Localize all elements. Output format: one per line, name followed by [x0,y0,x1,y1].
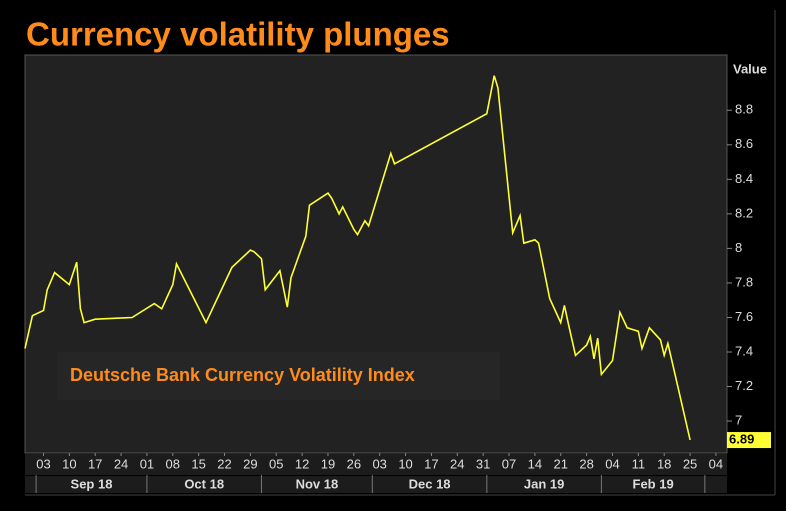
legend-box [57,352,500,400]
y-tick-label: 8 [735,240,742,255]
month-label: Feb 19 [633,476,674,491]
month-label: Nov 18 [296,476,339,491]
day-band [25,454,727,475]
x-tick-label: 10 [62,456,76,471]
x-tick-label: 19 [321,456,335,471]
y-tick-label: 8.6 [735,136,753,151]
series-line [24,75,691,441]
legend-entry: Deutsche Bank Currency Volatility Index [70,365,415,385]
x-tick-label: 18 [657,456,671,471]
month-label: Jan 19 [524,476,564,491]
last-value-box [727,432,771,449]
x-tick-label: 26 [347,456,361,471]
month-label: Dec 18 [409,476,451,491]
x-tick-label: 11 [632,456,646,471]
x-tick-label: 24 [114,456,128,471]
x-tick-label: 10 [398,456,412,471]
x-tick-label: 01 [140,456,154,471]
chart-title: Currency volatility plunges [26,16,450,53]
x-tick-label: 04 [605,456,619,471]
y-tick-label: 7.8 [735,274,753,289]
x-tick-label: 28 [579,456,593,471]
x-tick-label: 15 [191,456,205,471]
x-tick-label: 25 [683,456,697,471]
y-tick-label: 8.4 [735,171,753,186]
month-label: Sep 18 [71,476,113,491]
x-tick-label: 31 [476,456,490,471]
y-tick-label: 7.2 [735,378,753,393]
y-tick-label: 8.2 [735,205,753,220]
y-tick-label: 7.6 [735,309,753,324]
y-tick-label: 7.4 [735,343,753,358]
x-tick-label: 17 [424,456,438,471]
y-axis-label: Value [733,61,767,76]
x-tick-label: 07 [502,456,516,471]
y-tick-label: 7 [735,412,742,427]
x-tick-label: 03 [36,456,50,471]
x-tick-label: 08 [166,456,180,471]
x-tick-label: 17 [88,456,102,471]
x-tick-label: 21 [554,456,568,471]
x-tick-label: 14 [528,456,542,471]
x-tick-label: 04 [709,456,723,471]
x-tick-label: 22 [217,456,231,471]
month-label: Oct 18 [184,476,224,491]
y-tick-label: 8.8 [735,102,753,117]
x-tick-label: 03 [372,456,386,471]
x-tick-label: 05 [269,456,283,471]
last-value-label: 6.89 [729,431,754,446]
month-band [25,476,727,493]
x-tick-label: 12 [295,456,309,471]
x-tick-label: 24 [450,456,464,471]
x-tick-label: 29 [243,456,257,471]
